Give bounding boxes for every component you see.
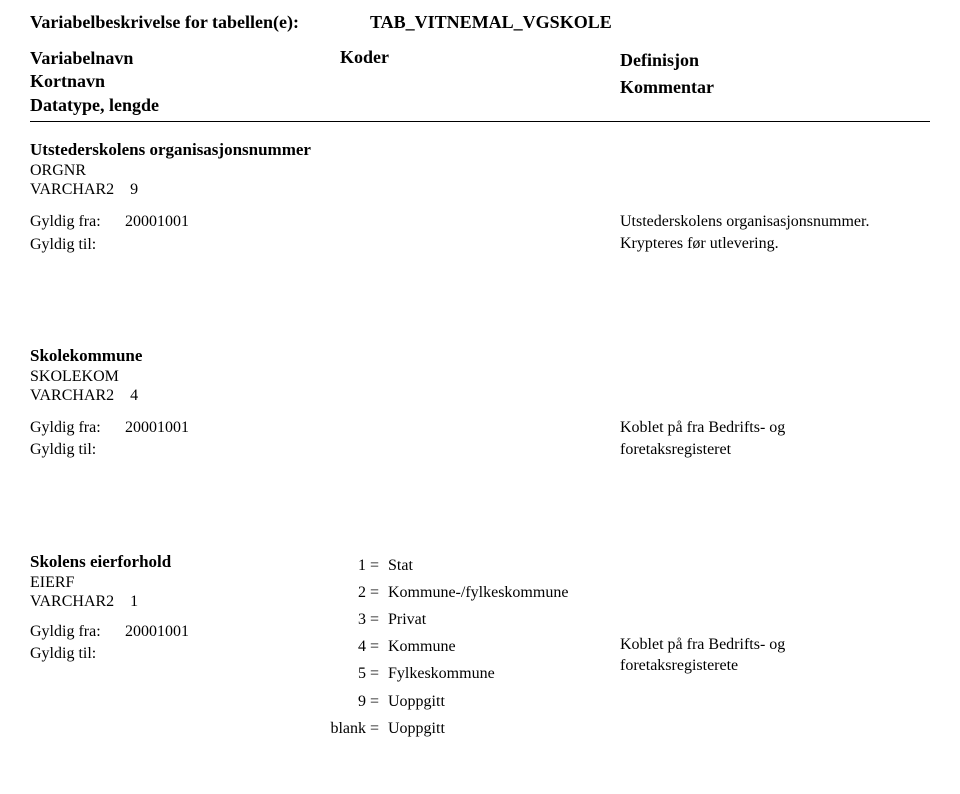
code-eq-5: = — [370, 660, 388, 687]
code-row-3: 3 = Privat — [310, 606, 620, 633]
var2-shortname: SKOLEKOM — [30, 368, 930, 386]
variable-block-2: Skolekommune SKOLEKOM VARCHAR2 4 Gyldig … — [30, 346, 930, 462]
var1-gyldig-fra: Gyldig fra: 20001001 — [30, 211, 620, 233]
var2-name: Skolekommune — [30, 346, 930, 366]
var3-left: Skolens eierforhold EIERF VARCHAR2 1 Gyl… — [30, 552, 310, 742]
code-eq-4: = — [370, 633, 388, 660]
var3-comment: Koblet på fra Bedrifts- og foretaksregis… — [620, 552, 850, 742]
var2-validity: Gyldig fra: 20001001 Gyldig til: — [30, 417, 620, 462]
var1-comment: Utstederskolens organisasjonsnummer. Kry… — [620, 211, 869, 256]
var1-comment-line1: Utstederskolens organisasjonsnummer. — [620, 211, 869, 233]
koder-label: Koder — [340, 47, 620, 117]
code-key-4: 4 — [310, 633, 370, 660]
var1-validity: Gyldig fra: 20001001 Gyldig til: — [30, 211, 620, 256]
header-right-labels: Definisjon Kommentar — [620, 47, 714, 117]
code-row-6: 9 = Uoppgitt — [310, 688, 620, 715]
var3-gyldig-til-label: Gyldig til: — [30, 645, 310, 663]
var2-gyldig-fra: Gyldig fra: 20001001 — [30, 417, 620, 439]
var3-gyldig-fra-value: 20001001 — [125, 623, 189, 641]
definisjon-label: Definisjon — [620, 47, 714, 74]
datatype-label: Datatype, lengde — [30, 94, 340, 117]
code-val-7: Uoppgitt — [388, 715, 620, 742]
var3-validity: Gyldig fra: 20001001 Gyldig til: — [30, 623, 310, 663]
var3-comment-line1: Koblet på fra Bedrifts- og — [620, 634, 850, 656]
code-row-4: 4 = Kommune — [310, 633, 620, 660]
var1-row: Gyldig fra: 20001001 Gyldig til: Utstede… — [30, 211, 930, 256]
var1-comment-line2: Krypteres før utlevering. — [620, 233, 869, 255]
var2-row: Gyldig fra: 20001001 Gyldig til: Koblet … — [30, 417, 930, 462]
code-eq-1: = — [370, 552, 388, 579]
var3-comment-line2: foretaksregisterete — [620, 655, 850, 677]
var2-gyldig-fra-label: Gyldig fra: — [30, 417, 125, 439]
var1-gyldig-fra-label: Gyldig fra: — [30, 211, 125, 233]
kortnavn-label: Kortnavn — [30, 70, 340, 93]
header-row-1: Variabelbeskrivelse for tabellen(e): TAB… — [30, 12, 930, 33]
code-val-3: Privat — [388, 606, 620, 633]
var2-comment: Koblet på fra Bedrifts- og foretaksregis… — [620, 417, 785, 462]
var2-comment-line2: foretaksregisteret — [620, 439, 785, 461]
code-val-1: Stat — [388, 552, 620, 579]
code-key-1: 1 — [310, 552, 370, 579]
code-eq-6: = — [370, 688, 388, 715]
kommentar-label: Kommentar — [620, 74, 714, 101]
var1-name: Utstederskolens organisasjonsnummer — [30, 140, 930, 160]
code-key-3: 3 — [310, 606, 370, 633]
code-row-5: 5 = Fylkeskommune — [310, 660, 620, 687]
variabelnavn-label: Variabelnavn — [30, 47, 340, 70]
code-eq-2: = — [370, 579, 388, 606]
code-row-7: blank = Uoppgitt — [310, 715, 620, 742]
table-name: TAB_VITNEMAL_VGSKOLE — [370, 12, 612, 33]
code-eq-3: = — [370, 606, 388, 633]
var2-gyldig-til-label: Gyldig til: — [30, 439, 620, 461]
variable-block-1: Utstederskolens organisasjonsnummer ORGN… — [30, 140, 930, 256]
var3-gyldig-fra-label: Gyldig fra: — [30, 623, 125, 641]
var3-name: Skolens eierforhold — [30, 552, 310, 572]
code-key-2: 2 — [310, 579, 370, 606]
code-val-6: Uoppgitt — [388, 688, 620, 715]
var2-gyldig-fra-value: 20001001 — [125, 417, 189, 439]
code-row-1: 1 = Stat — [310, 552, 620, 579]
var2-comment-line1: Koblet på fra Bedrifts- og — [620, 417, 785, 439]
code-key-5: 5 — [310, 660, 370, 687]
var3-codes: 1 = Stat 2 = Kommune-/fylkeskommune 3 = … — [310, 552, 620, 742]
var3-datatype: VARCHAR2 1 — [30, 593, 310, 611]
code-val-5: Fylkeskommune — [388, 660, 620, 687]
var2-datatype: VARCHAR2 4 — [30, 387, 930, 405]
var1-shortname: ORGNR — [30, 162, 930, 180]
code-key-6: 9 — [310, 688, 370, 715]
var3-shortname: EIERF — [30, 574, 310, 592]
code-eq-7: = — [370, 715, 388, 742]
var1-gyldig-til-label: Gyldig til: — [30, 234, 620, 256]
header-row-2: Variabelnavn Kortnavn Datatype, lengde K… — [30, 47, 930, 122]
variable-block-3: Skolens eierforhold EIERF VARCHAR2 1 Gyl… — [30, 552, 930, 742]
header-left-labels: Variabelnavn Kortnavn Datatype, lengde — [30, 47, 340, 117]
page-title: Variabelbeskrivelse for tabellen(e): — [30, 12, 370, 33]
var1-gyldig-fra-value: 20001001 — [125, 211, 189, 233]
var1-datatype: VARCHAR2 9 — [30, 181, 930, 199]
code-val-2: Kommune-/fylkeskommune — [388, 579, 620, 606]
code-row-2: 2 = Kommune-/fylkeskommune — [310, 579, 620, 606]
code-val-4: Kommune — [388, 633, 620, 660]
var3-gyldig-fra: Gyldig fra: 20001001 — [30, 623, 310, 641]
code-key-7: blank — [310, 715, 370, 742]
